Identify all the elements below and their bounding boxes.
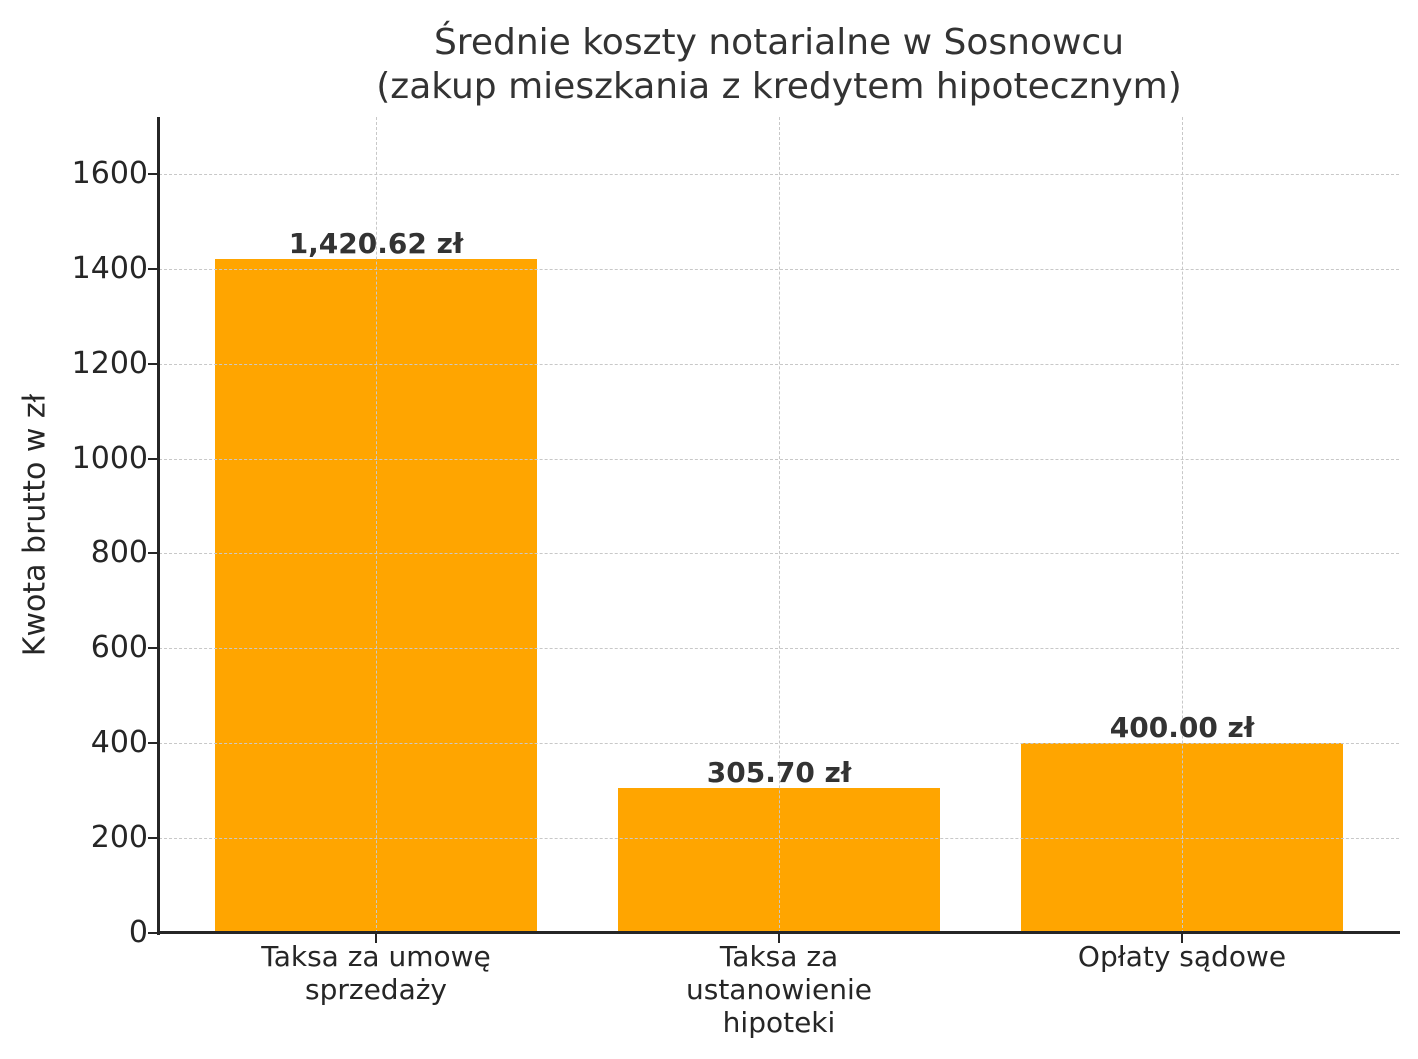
x-category-label-line: hipoteki [722, 1006, 836, 1039]
chart-subtitle: (zakup mieszkania z kredytem hipotecznym… [376, 66, 1182, 107]
y-tick-mark [148, 932, 158, 934]
y-tick-mark [148, 172, 158, 175]
y-tick-mark [148, 552, 158, 555]
x-category-label-line: Opłaty sądowe [1077, 940, 1287, 973]
y-tick-label: 0 [128, 915, 148, 950]
x-tick-mark [778, 933, 780, 943]
bar-value-label: 1,420.62 zł [288, 227, 464, 261]
x-tick-mark [1181, 933, 1183, 943]
y-tick-mark [148, 267, 158, 270]
x-category-label: Taksa za umowę sprzedaży [216, 940, 536, 1006]
grid-line-vertical [779, 117, 780, 933]
x-category-label-line: Taksa za [719, 940, 839, 973]
x-category-label-line: sprzedaży [305, 973, 447, 1006]
grid-line-vertical [1182, 117, 1183, 933]
y-tick-label: 1600 [71, 155, 148, 191]
y-tick-mark [148, 647, 158, 650]
y-tick-label: 200 [90, 820, 148, 856]
x-category-label: Opłaty sądowe [1022, 940, 1342, 973]
bar-value-label: 305.70 zł [706, 755, 852, 789]
y-tick-label: 1000 [71, 440, 148, 476]
chart-title: Średnie koszty notarialne w Sosnowcu [433, 22, 1125, 63]
plot-area: 1,420.62 zł 305.70 zł 400.00 zł [159, 117, 1399, 933]
y-tick-mark [148, 837, 158, 840]
y-tick-mark [148, 457, 158, 460]
x-tick-mark [375, 933, 377, 943]
y-tick-label: 400 [90, 725, 148, 761]
y-tick-label: 1200 [71, 345, 148, 381]
y-axis-line [157, 117, 160, 935]
x-category-label-line: Taksa za umowę [261, 940, 491, 973]
bar-value-label: 400.00 zł [1109, 711, 1255, 745]
y-tick-label: 1400 [71, 250, 148, 286]
y-tick-label: 600 [90, 630, 148, 666]
y-axis-label: Kwota brutto w zł [17, 393, 53, 657]
y-tick-label: 800 [90, 535, 148, 571]
y-tick-mark [148, 742, 158, 745]
x-category-label-line: ustanowienie [685, 973, 872, 1006]
grid-line-vertical [376, 117, 377, 933]
x-axis-line [157, 931, 1400, 934]
y-tick-mark [148, 362, 158, 365]
x-category-label: Taksa za ustanowienie hipoteki [619, 940, 939, 1039]
